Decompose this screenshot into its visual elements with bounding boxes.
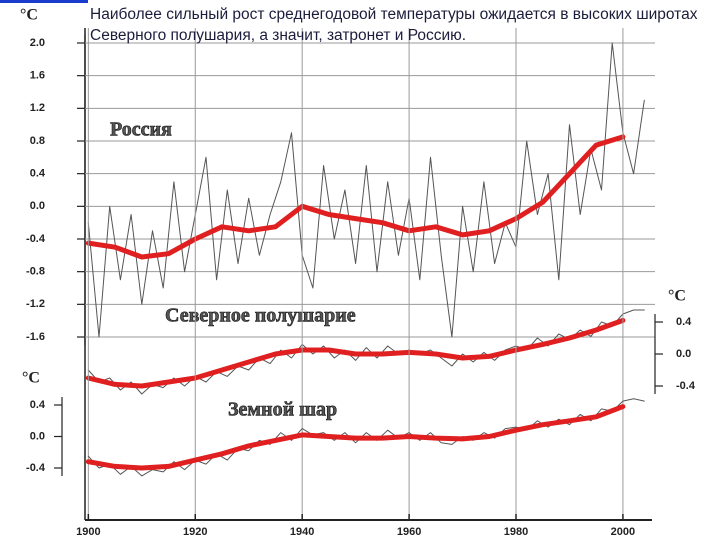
x-tick-label: 1980: [504, 526, 528, 538]
y-tick-label: 0.0: [30, 200, 45, 212]
series-line: [85, 134, 626, 260]
x-tick-label: 1960: [397, 526, 421, 538]
y-tick-label: 2.0: [30, 37, 45, 49]
caption: Наиболее сильный рост среднегодовой темп…: [90, 6, 698, 44]
y-tick-label: 0.4: [676, 316, 692, 328]
x-tick-label: 1900: [76, 526, 100, 538]
panel-title: Земной шар: [228, 399, 337, 421]
unit-label: °C: [22, 370, 40, 387]
x-tick-label: 1920: [183, 526, 207, 538]
y-tick-label: -0.4: [26, 462, 46, 474]
series-line: [87, 42, 645, 338]
series-line: [85, 317, 626, 389]
y-tick-label: 0.0: [30, 430, 45, 442]
panel-title: Северное полушарие: [165, 305, 356, 327]
y-tick-label: -0.4: [676, 380, 696, 392]
unit-label: °C: [668, 288, 686, 305]
x-tick-label: 1940: [290, 526, 314, 538]
y-tick-label: 1.6: [30, 70, 45, 82]
x-tick-label: 2000: [611, 526, 635, 538]
y-tick-label: 0.4: [30, 168, 46, 180]
y-tick-label: 0.8: [30, 135, 45, 147]
y-tick-label: -0.8: [26, 266, 45, 278]
y-tick-label: 0.0: [676, 348, 691, 360]
y-tick-label: -0.4: [26, 233, 46, 245]
y-tick-label: 1.2: [30, 102, 45, 114]
unit-label: °C: [20, 7, 38, 24]
y-tick-label: 0.4: [30, 399, 46, 411]
y-tick-label: -1.2: [26, 298, 45, 310]
series-line: [85, 404, 626, 471]
y-tick-label: -1.6: [26, 331, 45, 343]
panel-title: Россия: [110, 119, 172, 141]
